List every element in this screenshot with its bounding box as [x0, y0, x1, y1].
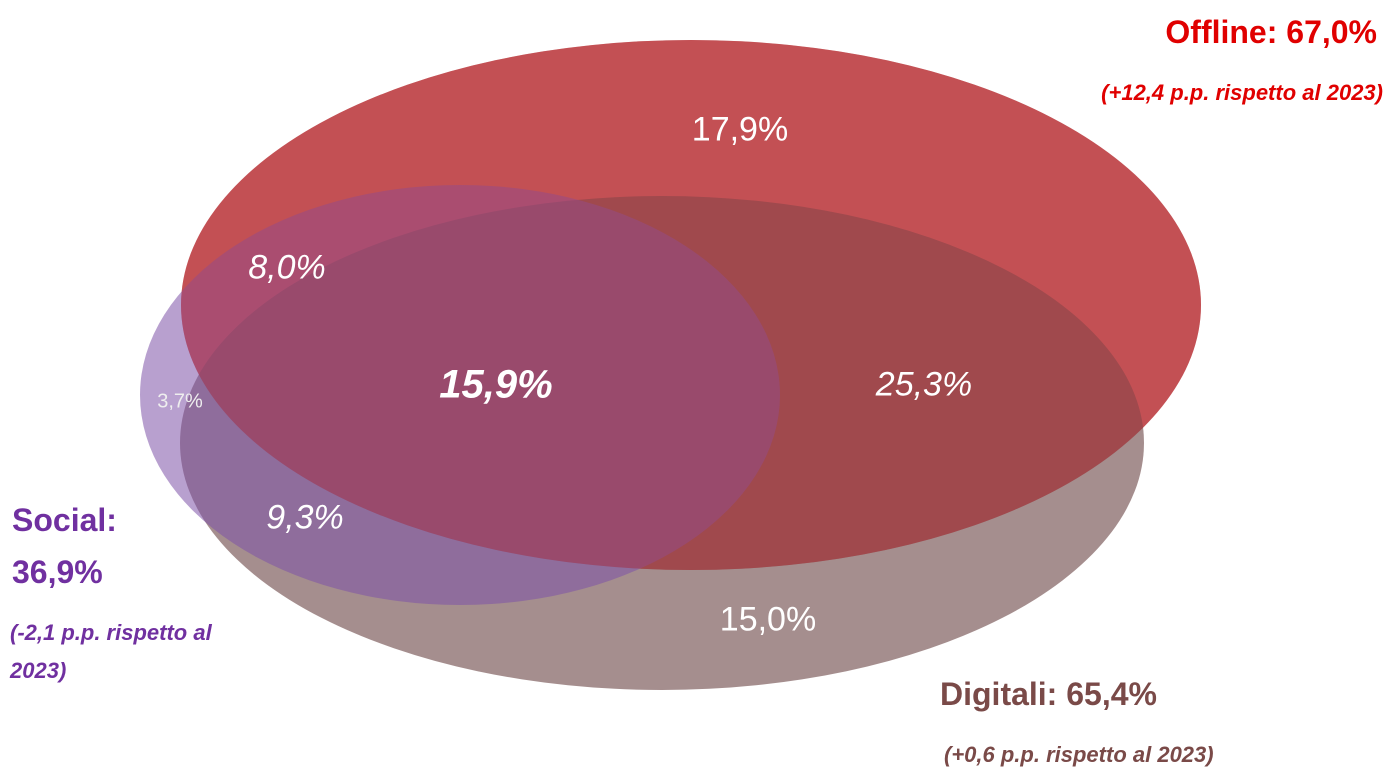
- region-label: 3,7%: [157, 390, 203, 413]
- region-label: 15,9%: [439, 362, 553, 407]
- offline-label: Offline: 67,0%: [1165, 14, 1377, 50]
- region-label: 8,0%: [248, 248, 326, 287]
- offline-overlay: [181, 40, 1201, 570]
- social-note: (-2,1 p.p. rispetto al 2023): [10, 620, 212, 683]
- digital-note: (+0,6 p.p. rispetto al 2023): [944, 742, 1214, 767]
- region-label: 9,3%: [266, 498, 344, 537]
- region-label: 17,9%: [691, 110, 789, 149]
- social-label: Social: 36,9%: [12, 502, 117, 590]
- social-set: [140, 185, 780, 605]
- digital-label: Digitali: 65,4%: [940, 676, 1157, 712]
- region-label: 15,0%: [719, 600, 817, 639]
- region-label: 25,3%: [875, 365, 973, 404]
- offline-note: (+12,4 p.p. rispetto al 2023): [1101, 80, 1383, 105]
